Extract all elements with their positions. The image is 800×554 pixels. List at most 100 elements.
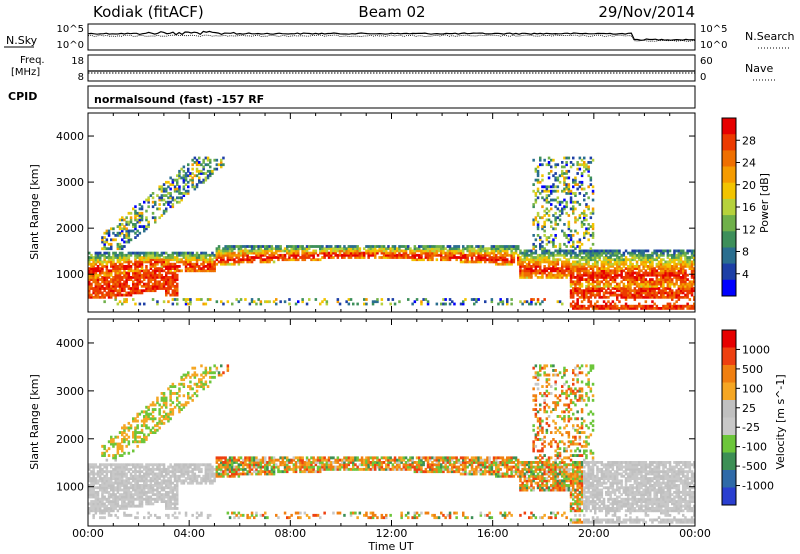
heatmap-cell [125, 234, 128, 237]
heatmap-cell [103, 477, 106, 480]
heatmap-cell [123, 234, 126, 237]
heatmap-cell [132, 477, 135, 480]
heatmap-cell [459, 253, 463, 257]
heatmap-cell [662, 284, 665, 288]
heatmap-cell [596, 249, 599, 253]
y-tick-label: 2000 [56, 222, 84, 235]
heatmap-cell [622, 295, 626, 299]
heatmap-cell [129, 265, 133, 268]
heatmap-cell [587, 174, 590, 178]
heatmap-cell [668, 271, 672, 275]
heatmap-cell [473, 251, 476, 255]
heatmap-cell [176, 490, 179, 494]
heatmap-cell [451, 247, 454, 251]
heatmap-cell [679, 269, 683, 273]
heatmap-cell [189, 477, 192, 480]
heatmap-cell [132, 493, 135, 497]
heatmap-cell [521, 258, 524, 262]
heatmap-cell [668, 287, 672, 290]
heatmap-cell [204, 172, 208, 175]
heatmap-cell [173, 287, 177, 290]
heatmap-cell [147, 474, 150, 478]
heatmap-cell [176, 396, 179, 400]
heatmap-cell [550, 158, 553, 162]
heatmap-cell [569, 253, 573, 257]
heatmap-cell [541, 227, 544, 231]
heatmap-cell [127, 260, 131, 264]
heatmap-cell [651, 293, 654, 297]
heatmap-cell [101, 488, 104, 492]
heatmap-cell [176, 265, 179, 268]
heatmap-cell [530, 258, 533, 262]
heatmap-cell [206, 163, 210, 167]
heatmap-cell [187, 185, 190, 189]
heatmap-cell [96, 472, 100, 476]
heatmap-cell [440, 249, 443, 253]
heatmap-cell [682, 291, 685, 295]
heatmap-cell [387, 247, 390, 251]
heatmap-cell [231, 302, 234, 306]
heatmap-cell [220, 161, 223, 164]
heatmap-cell [525, 258, 529, 262]
heatmap-cell [649, 265, 652, 268]
heatmap-cell [290, 258, 293, 262]
heatmap-cell [96, 509, 100, 513]
heatmap-cell [107, 282, 111, 286]
heatmap-cell [103, 280, 106, 284]
heatmap-cell [644, 253, 648, 257]
heatmap-cell [600, 260, 604, 264]
heatmap-cell [239, 247, 243, 251]
heatmap-cell [121, 447, 124, 451]
heatmap-cell [391, 253, 395, 257]
heatmap-cell [338, 253, 342, 257]
heatmap-cell [613, 302, 617, 306]
heatmap-cell [530, 269, 533, 273]
heatmap-cell [176, 291, 179, 295]
heatmap-cell [138, 282, 142, 286]
heatmap-cell [110, 502, 113, 506]
heatmap-cell [677, 293, 681, 297]
heatmap-cell [143, 424, 146, 428]
heatmap-cell [596, 276, 599, 279]
heatmap-cell [176, 253, 179, 257]
heatmap-cell [118, 262, 122, 266]
heatmap-cell [400, 256, 403, 259]
heatmap-cell [222, 156, 225, 160]
heatmap-cell [673, 249, 676, 253]
heatmap-cell [550, 251, 553, 255]
heatmap-cell [127, 451, 131, 455]
heatmap-cell [224, 247, 227, 251]
heatmap-cell [140, 486, 144, 490]
heatmap-cell [121, 504, 124, 508]
heatmap-cell [110, 262, 113, 266]
heatmap-cell [451, 256, 454, 259]
heatmap-cell [180, 378, 183, 382]
heatmap-cell [160, 258, 164, 262]
heatmap-cell [442, 251, 445, 255]
heatmap-cell [426, 258, 430, 262]
heatmap-cell [127, 470, 131, 474]
heatmap-cell [165, 479, 168, 483]
heatmap-cell [558, 218, 562, 222]
heatmap-cell [605, 278, 608, 281]
heatmap-cell [556, 273, 560, 277]
heatmap-cell [156, 258, 159, 262]
heatmap-cell [189, 269, 192, 273]
heatmap-cell [184, 465, 188, 469]
heatmap-cell [620, 295, 623, 299]
heatmap-cell [202, 251, 205, 255]
heatmap-cell [602, 307, 606, 310]
heatmap-cell [176, 269, 179, 273]
heatmap-cell [572, 242, 575, 246]
heatmap-cell [173, 405, 177, 409]
heatmap-cell [662, 293, 665, 297]
heatmap-cell [567, 176, 571, 180]
heatmap-cell [143, 516, 146, 520]
heatmap-cell [171, 486, 175, 490]
heatmap-cell [657, 256, 661, 259]
heatmap-cell [189, 298, 192, 301]
heatmap-cell [228, 253, 232, 257]
heatmap-cell [158, 260, 161, 264]
heatmap-cell [88, 465, 91, 469]
heatmap-cell [589, 278, 593, 281]
